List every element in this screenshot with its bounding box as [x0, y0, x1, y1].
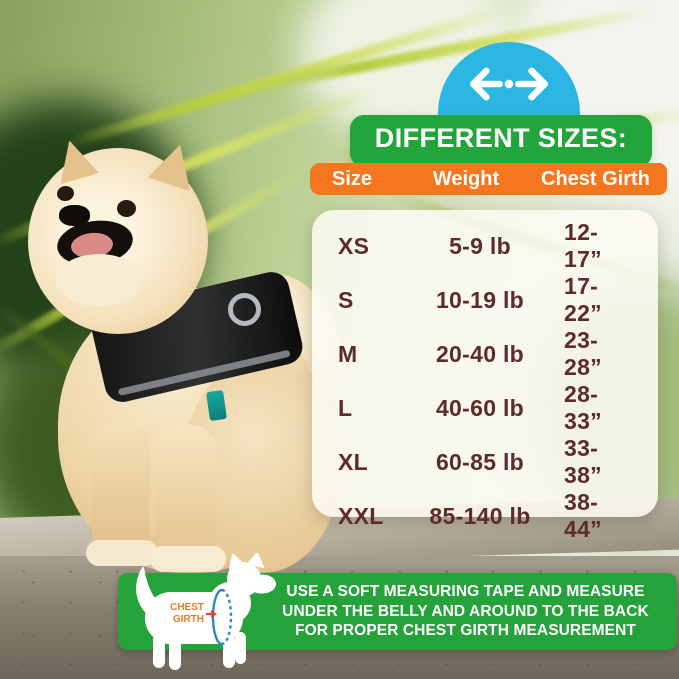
table-row-xs: XS 5-9 lb 12-17” [312, 219, 658, 273]
harness-d-ring [228, 293, 261, 326]
size-cell: M [338, 340, 358, 367]
chest-girth-cell: 38-44” [564, 489, 602, 542]
weight-cell: 5-9 lb [449, 232, 511, 259]
dog-chin-fur [56, 254, 142, 306]
size-cell: S [338, 286, 354, 313]
weight-cell: 20-40 lb [435, 340, 525, 367]
table-header-row: Size Weight Chest Girth [310, 163, 667, 195]
table-row-m: M 20-40 lb 23-28” [312, 327, 658, 381]
weight-cell: 85-140 lb [429, 502, 531, 529]
dog-paw [150, 546, 226, 572]
chest-girth-cell: 28-33” [564, 381, 602, 434]
dog-front-leg [92, 420, 150, 562]
chest-girth-measurement-diagram: CHEST GIRTH [136, 553, 276, 670]
chest-girth-cell: 17-22” [564, 273, 602, 326]
dog-eye-right [117, 200, 136, 217]
weight-cell: 40-60 lb [435, 394, 525, 421]
size-table: XS 5-9 lb 12-17” S 10-19 lb 17-22” M 20-… [312, 210, 658, 542]
instruction-line-1: USE A SOFT MEASURING TAPE AND MEASURE [286, 583, 645, 600]
weight-cell: 10-19 lb [435, 286, 525, 313]
chest-girth-label-line1: CHEST [170, 602, 204, 613]
girth-ellipse-front [211, 588, 223, 646]
dog-silhouette-icon [136, 553, 276, 670]
chest-girth-cell: 23-28” [564, 327, 602, 380]
chest-girth-cell: 12-17” [564, 219, 602, 272]
different-sizes-header: DIFFERENT SIZES: [350, 115, 652, 167]
column-header-size: Size [332, 167, 373, 190]
size-cell: XL [338, 448, 368, 475]
dog-paw [86, 540, 158, 566]
size-cell: XS [338, 232, 370, 259]
chest-girth-cell: 33-38” [564, 435, 602, 488]
table-row-s: S 10-19 lb 17-22” [312, 273, 658, 327]
chest-girth-label-line2: GIRTH [173, 614, 204, 625]
weight-cell: 60-85 lb [435, 448, 525, 475]
table-row-l: L 40-60 lb 28-33” [312, 381, 658, 435]
size-cell: L [338, 394, 353, 421]
table-row-xxl: XXL 85-140 lb 38-44” [312, 489, 658, 543]
dog-front-leg [155, 425, 217, 565]
girth-pointer-arrow-icon [206, 610, 217, 618]
page-title: DIFFERENT SIZES: [374, 122, 628, 153]
instruction-line-3: FOR PROPER CHEST GIRTH MEASUREMENT [295, 622, 636, 639]
measuring-instructions-text: USE A SOFT MEASURING TAPE AND MEASURE UN… [268, 582, 663, 641]
dog-nose [59, 205, 90, 226]
horizontal-resize-arrows-icon [469, 67, 549, 101]
column-header-weight: Weight [432, 167, 500, 190]
instruction-line-2: UNDER THE BELLY AND AROUND TO THE BACK [282, 602, 649, 620]
column-header-chest-girth: Chest Girth [541, 167, 650, 190]
size-cell: XXL [338, 502, 384, 529]
table-row-xl: XL 60-85 lb 33-38” [312, 435, 658, 489]
